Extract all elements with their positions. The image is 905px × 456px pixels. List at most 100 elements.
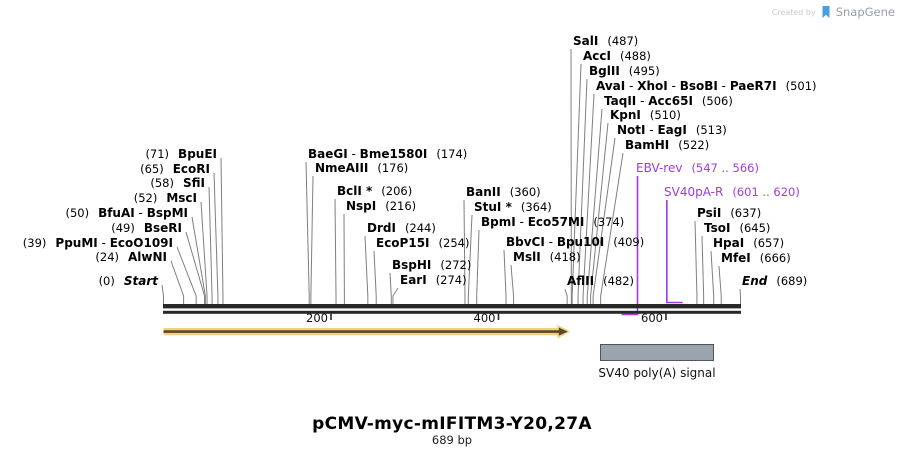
site-name: SfiI [182, 176, 205, 190]
site-label: SalI (487) [573, 33, 638, 50]
site-position: (666) [759, 251, 791, 265]
site-position: (689) [776, 274, 808, 288]
end-marker-label: End (689) [742, 273, 807, 290]
site-label: AccI (488) [583, 48, 651, 65]
site-position: (24) [95, 250, 119, 264]
site-label: BglII (495) [589, 63, 660, 80]
site-position: (49) [111, 221, 135, 235]
site-position: (501) [785, 79, 817, 93]
site-label: (65) EcoRI [140, 161, 210, 178]
site-position: (50) [65, 206, 90, 220]
site-label: (50) BfuAI - BspMI [65, 205, 188, 222]
site-name: Start [123, 274, 158, 288]
site-position: (274) [435, 273, 467, 287]
site-label: (24) AlwNI [95, 249, 167, 266]
site-name: BamHI [625, 138, 670, 152]
tick-marks [330, 313, 667, 320]
site-label: KpnI (510) [610, 107, 681, 124]
site-label: BaeGI - Bme1580I (174) [308, 146, 467, 163]
site-position: (176) [377, 161, 409, 175]
primer-range: (547 .. 566) [691, 161, 759, 175]
site-position: (206) [381, 184, 413, 198]
site-label: MfeI (666) [721, 250, 791, 267]
site-name: PsiI [697, 206, 722, 220]
site-position: (174) [436, 147, 468, 161]
site-name: TsoI [704, 221, 731, 235]
site-label: (58) SfiI [150, 175, 205, 192]
site-position: (487) [607, 34, 639, 48]
primer-lines [621, 176, 683, 316]
site-label: NspI (216) [346, 198, 416, 215]
site-position: (495) [628, 64, 660, 78]
site-position: (513) [695, 123, 727, 137]
plasmid-length-subtitle: 689 bp [431, 433, 473, 447]
site-label: (39) PpuMI - EcoO109I [23, 235, 173, 252]
tick-label: 200 [306, 311, 328, 325]
site-position: (0) [98, 274, 115, 288]
site-name: AflII [567, 274, 595, 288]
site-label: MslI (418) [513, 249, 581, 266]
snapgene-brand-text: SnapGene [835, 5, 895, 19]
site-label: BpmI - Eco57MI (374) [481, 214, 624, 231]
site-name: BaeGI - Bme1580I [308, 147, 428, 161]
site-name: KpnI [610, 108, 641, 122]
primer-range: (601 .. 620) [732, 185, 800, 199]
tick-label: 400 [473, 311, 496, 325]
site-position: (216) [385, 199, 417, 213]
site-name: NmeAIII [315, 161, 369, 175]
primer-name: SV40pA-R [664, 185, 724, 199]
site-label: NotI - EagI (513) [617, 122, 727, 139]
snapgene-logo-icon [822, 5, 830, 18]
leader-lines [161, 48, 741, 304]
sv40-polya-feature-label: SV40 poly(A) signal [598, 366, 716, 380]
site-label: EcoP15I (254) [376, 235, 469, 252]
site-name: BanII [466, 185, 501, 199]
site-name: MscI [166, 191, 197, 205]
site-name: BbvCI - Bpu10I [506, 235, 605, 249]
site-label: DrdI (244) [367, 220, 436, 237]
site-name: AvaI - XhoI - BsoBI - PaeR7I [596, 79, 777, 93]
primer-name: EBV-rev [636, 161, 683, 175]
site-label: AflII (482) [567, 273, 634, 290]
site-label: BbvCI - Bpu10I (409) [506, 234, 644, 251]
site-position: (645) [739, 221, 771, 235]
site-position: (39) [22, 236, 47, 250]
site-name: PpuMI - EcoO109I [55, 236, 173, 250]
site-name: AlwNI [128, 250, 167, 264]
site-position: (418) [549, 250, 581, 264]
site-name: StuI * [474, 200, 512, 214]
site-position: (65) [140, 162, 164, 176]
site-label: BanII (360) [466, 184, 541, 201]
site-name: BclI * [337, 184, 373, 198]
site-name: DrdI [367, 221, 396, 235]
site-label: (49) BseRI [111, 220, 182, 237]
site-name: NotI - EagI [617, 123, 687, 137]
created-by-text: Created by [771, 7, 816, 17]
site-name: EcoRI [172, 162, 210, 176]
site-position: (488) [619, 49, 651, 63]
site-label: PsiI (637) [697, 205, 761, 222]
orange-arrow-feature [163, 324, 571, 339]
site-position: (657) [753, 236, 785, 250]
site-name: BspHI [392, 258, 432, 272]
start-marker-label: (0) Start [99, 273, 158, 290]
sv40-polya-feature-box [600, 344, 714, 361]
site-position: (52) [133, 191, 158, 205]
site-position: (254) [438, 236, 470, 250]
site-label: EarI (274) [400, 272, 467, 289]
sequence-line [163, 304, 741, 314]
site-position: (244) [404, 221, 436, 235]
site-name: NspI [346, 199, 377, 213]
site-position: (374) [593, 215, 625, 229]
plasmid-title: pCMV-myc-mIFITM3-Y20,27A [312, 414, 592, 434]
site-label: NmeAIII (176) [315, 160, 408, 177]
site-name: MfeI [721, 251, 751, 265]
site-label: AvaI - XhoI - BsoBI - PaeR7I (501) [596, 78, 817, 95]
site-position: (272) [440, 258, 472, 272]
site-label: TaqII - Acc65I (506) [604, 93, 733, 110]
site-label: (71) BpuEI [145, 146, 217, 163]
site-label: BclI * (206) [337, 183, 412, 200]
site-position: (364) [520, 200, 552, 214]
